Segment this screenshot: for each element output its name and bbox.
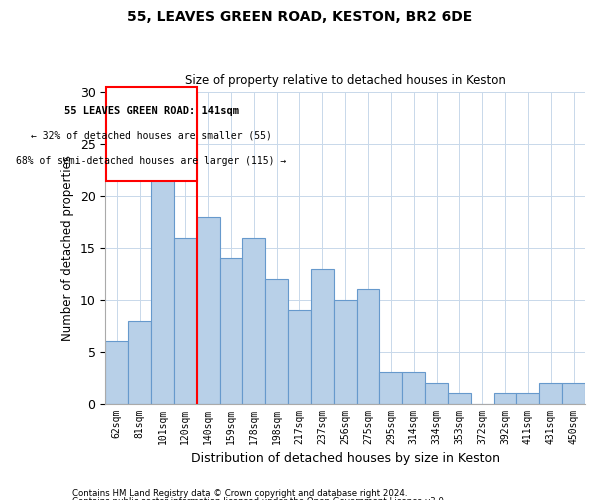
Y-axis label: Number of detached properties: Number of detached properties: [61, 155, 74, 341]
X-axis label: Distribution of detached houses by size in Keston: Distribution of detached houses by size …: [191, 452, 500, 465]
Bar: [356, 290, 379, 404]
Text: 55, LEAVES GREEN ROAD, KESTON, BR2 6DE: 55, LEAVES GREEN ROAD, KESTON, BR2 6DE: [127, 10, 473, 24]
FancyBboxPatch shape: [106, 87, 197, 180]
Bar: [265, 279, 288, 404]
Bar: [105, 342, 128, 404]
Bar: [517, 393, 539, 404]
Bar: [288, 310, 311, 404]
Bar: [562, 383, 585, 404]
Bar: [197, 217, 220, 404]
Bar: [494, 393, 517, 404]
Text: Contains public sector information licensed under the Open Government Licence v3: Contains public sector information licen…: [72, 497, 446, 500]
Text: 55 LEAVES GREEN ROAD: 141sqm: 55 LEAVES GREEN ROAD: 141sqm: [64, 106, 239, 116]
Bar: [402, 372, 425, 404]
Text: ← 32% of detached houses are smaller (55): ← 32% of detached houses are smaller (55…: [31, 131, 272, 141]
Title: Size of property relative to detached houses in Keston: Size of property relative to detached ho…: [185, 74, 506, 87]
Bar: [151, 144, 174, 404]
Bar: [128, 320, 151, 404]
Bar: [242, 238, 265, 404]
Text: 68% of semi-detached houses are larger (115) →: 68% of semi-detached houses are larger (…: [16, 156, 287, 166]
Bar: [379, 372, 402, 404]
Bar: [220, 258, 242, 404]
Bar: [448, 393, 471, 404]
Text: Contains HM Land Registry data © Crown copyright and database right 2024.: Contains HM Land Registry data © Crown c…: [72, 488, 407, 498]
Bar: [174, 238, 197, 404]
Bar: [539, 383, 562, 404]
Bar: [311, 268, 334, 404]
Bar: [425, 383, 448, 404]
Bar: [334, 300, 356, 404]
